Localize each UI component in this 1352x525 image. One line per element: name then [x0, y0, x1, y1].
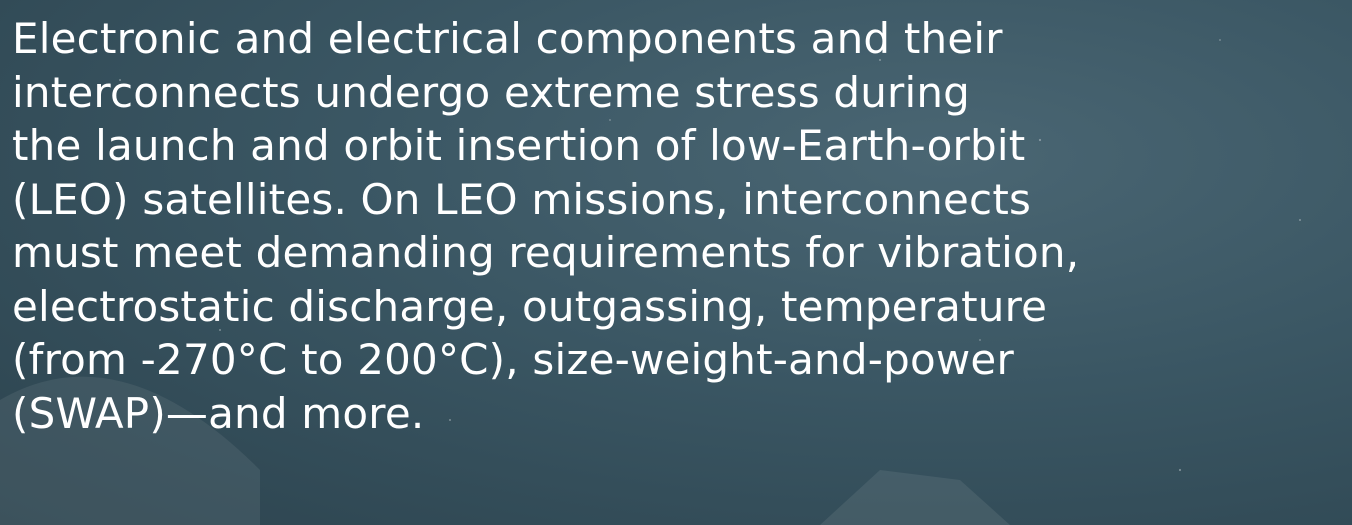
- page: Electronic and electrical components and…: [0, 0, 1352, 525]
- text-line: (LEO) satellites. On LEO missions, inter…: [12, 173, 1079, 227]
- antenna-silhouette: [820, 470, 1010, 525]
- text-line: (from -270°C to 200°C), size-weight-and-…: [12, 333, 1079, 387]
- text-line: Electronic and electrical components and…: [12, 12, 1079, 66]
- text-line: must meet demanding requirements for vib…: [12, 226, 1079, 280]
- text-line: electrostatic discharge, outgassing, tem…: [12, 280, 1079, 334]
- banner: Electronic and electrical components and…: [0, 0, 1352, 525]
- text-line: interconnects undergo extreme stress dur…: [12, 66, 1079, 120]
- body-text: Electronic and electrical components and…: [12, 12, 1079, 440]
- text-line: the launch and orbit insertion of low-Ea…: [12, 119, 1079, 173]
- text-line: (SWAP)—and more.: [12, 387, 1079, 441]
